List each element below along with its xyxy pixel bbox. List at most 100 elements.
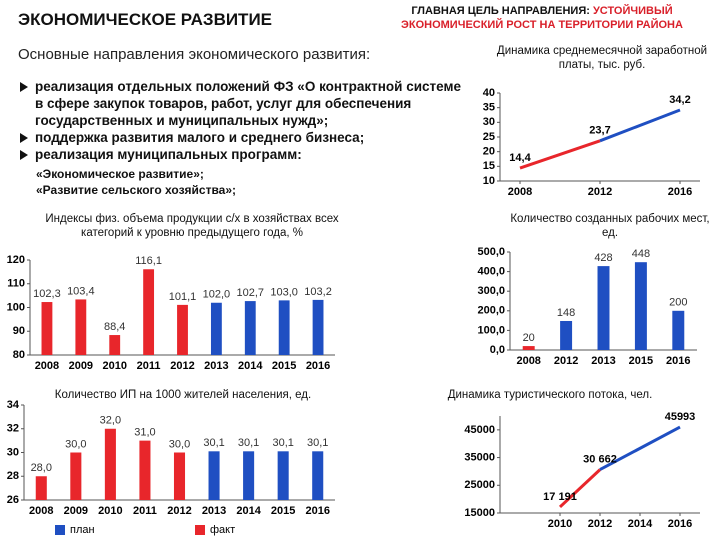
y-tick-label: 100,0: [477, 324, 505, 336]
y-tick-label: 30: [483, 116, 495, 128]
bar: [278, 300, 290, 355]
bar: [243, 451, 255, 500]
legend-label: план: [70, 524, 95, 536]
data-label: 31,0: [134, 427, 155, 439]
bar: [109, 335, 121, 355]
data-label: 30,1: [203, 437, 224, 449]
bar: [210, 302, 222, 355]
data-label: 103,2: [304, 286, 332, 298]
chart-title: Индексы физ. объема продукции с/х в хозя…: [45, 213, 339, 239]
direction-item: поддержка развития малого и среднего биз…: [18, 129, 468, 146]
bar: [143, 269, 155, 355]
chart-title: Количество созданных рабочих мест, ед.: [510, 213, 710, 239]
data-label: 102,0: [203, 289, 231, 301]
y-tick-label: 15000: [464, 507, 495, 519]
data-label: 30 662: [583, 454, 617, 466]
bar: [139, 440, 151, 500]
y-tick-label: 500,0: [477, 246, 505, 258]
goal: ГЛАВНАЯ ЦЕЛЬ НАПРАВЛЕНИЯ: УСТОЙЧИВЫЙ ЭКО…: [372, 4, 712, 32]
x-tick-label: 2011: [137, 360, 161, 372]
x-tick-label: 2012: [170, 360, 194, 372]
bar: [75, 299, 87, 355]
legend-label: факт: [210, 524, 235, 536]
data-label: 103,4: [67, 285, 95, 297]
y-tick-label: 20: [483, 146, 495, 158]
data-label: 34,2: [669, 94, 690, 106]
programs-list: «Экономическое развитие»; «Развитие сель…: [36, 166, 236, 198]
x-tick-label: 2014: [628, 518, 653, 530]
x-tick-label: 2010: [98, 505, 122, 517]
data-label: 116,1: [135, 255, 162, 267]
data-label: 30,0: [65, 438, 86, 450]
legend-swatch: [55, 525, 65, 535]
line-segment: [599, 425, 681, 471]
line-segment: [558, 468, 602, 509]
goal-label: ГЛАВНАЯ ЦЕЛЬ НАПРАВЛЕНИЯ:: [411, 5, 590, 17]
data-label: 32,0: [100, 415, 121, 427]
y-tick-label: 0,0: [490, 344, 505, 356]
x-tick-label: 2010: [548, 518, 572, 530]
line-segment: [519, 139, 601, 170]
bullet: [20, 82, 28, 92]
x-tick-label: 2012: [554, 355, 578, 367]
data-label: 30,1: [272, 437, 293, 449]
program-item: «Развитие сельского хозяйства»;: [36, 183, 237, 197]
y-tick-label: 100: [7, 301, 25, 313]
chart-title: Количество ИП на 1000 жителей населения,…: [54, 389, 312, 401]
data-label: 17 191: [543, 491, 577, 503]
chart-title: Динамика туристического потока, чел.: [447, 389, 653, 401]
bar: [277, 451, 289, 500]
data-label: 23,7: [589, 125, 610, 137]
data-label: 30,1: [307, 437, 328, 449]
chart-title: Динамика среднемесячной заработной платы…: [496, 45, 708, 71]
x-tick-label: 2015: [272, 360, 296, 372]
legend-swatch: [195, 525, 205, 535]
x-tick-label: 2013: [591, 355, 615, 367]
x-tick-label: 2014: [236, 505, 261, 517]
bar: [312, 299, 324, 355]
y-tick-label: 25000: [464, 479, 495, 491]
bar: [104, 428, 116, 500]
bar: [70, 452, 82, 500]
data-label: 30,1: [238, 437, 259, 449]
y-tick-label: 110: [7, 278, 25, 290]
bar: [634, 262, 647, 350]
data-label: 102,7: [237, 287, 265, 299]
x-tick-label: 2015: [629, 355, 653, 367]
direction-text: поддержка развития малого и среднего биз…: [35, 130, 365, 145]
x-tick-label: 2008: [508, 186, 532, 198]
y-tick-label: 200,0: [477, 305, 505, 317]
data-label: 148: [557, 307, 575, 319]
direction-text: реализация отдельных положений ФЗ «О кон…: [35, 79, 461, 128]
program-item: «Экономическое развитие»;: [36, 167, 204, 181]
bar: [35, 476, 47, 500]
data-label: 28,0: [31, 462, 52, 474]
x-tick-label: 2008: [29, 505, 53, 517]
bullet: [20, 150, 28, 160]
bar: [41, 302, 53, 355]
bar: [177, 304, 188, 355]
bar: [597, 266, 610, 350]
x-tick-label: 2013: [202, 505, 226, 517]
bar: [672, 310, 685, 350]
data-label: 45993: [665, 411, 696, 423]
data-label: 448: [632, 248, 650, 260]
x-tick-label: 2010: [102, 360, 126, 372]
x-tick-label: 2009: [64, 505, 88, 517]
bar: [522, 346, 535, 350]
x-tick-label: 2016: [305, 505, 329, 517]
direction-item: реализация отдельных положений ФЗ «О кон…: [18, 78, 468, 129]
direction-item: реализация муниципальных программ:: [18, 146, 468, 163]
x-tick-label: 2014: [238, 360, 263, 372]
y-tick-label: 10: [483, 175, 495, 187]
goal-text: УСТОЙЧИВЫЙ ЭКОНОМИЧЕСКИЙ РОСТ НА ТЕРРИТО…: [401, 5, 683, 31]
y-tick-label: 30: [7, 446, 19, 458]
data-label: 102,3: [33, 288, 61, 300]
bar: [312, 451, 324, 500]
x-tick-label: 2016: [306, 360, 330, 372]
bar: [208, 451, 220, 500]
data-label: 200: [669, 297, 687, 309]
direction-text: реализация муниципальных программ:: [35, 147, 302, 162]
